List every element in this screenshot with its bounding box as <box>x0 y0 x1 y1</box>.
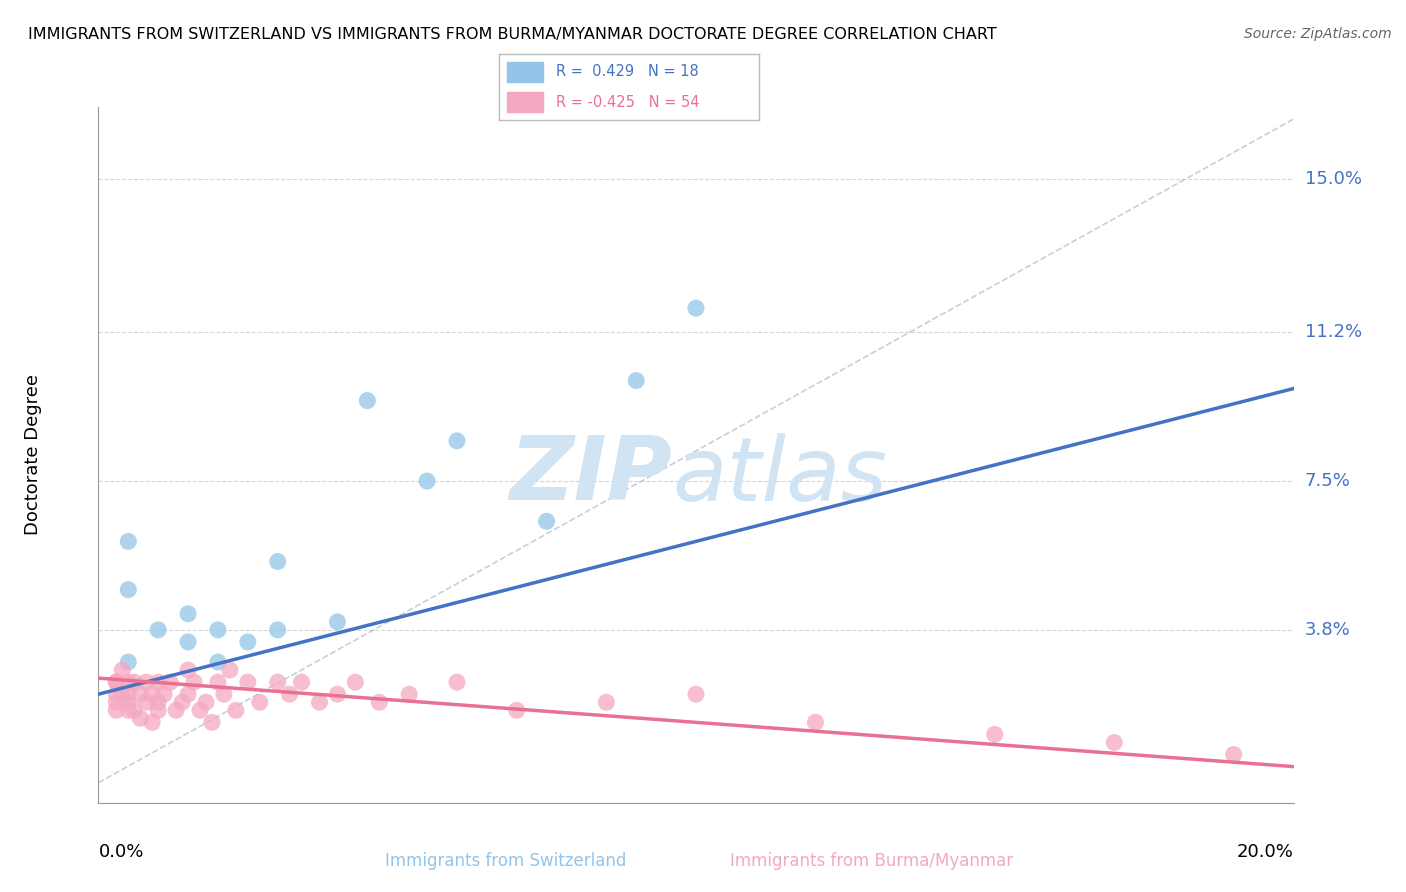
Point <box>129 711 152 725</box>
Point <box>105 687 128 701</box>
Text: IMMIGRANTS FROM SWITZERLAND VS IMMIGRANTS FROM BURMA/MYANMAR DOCTORATE DEGREE CO: IMMIGRANTS FROM SWITZERLAND VS IMMIGRANT… <box>28 27 997 42</box>
Point <box>446 434 468 448</box>
Text: R = -0.425   N = 54: R = -0.425 N = 54 <box>557 95 700 110</box>
Point <box>326 615 349 629</box>
Text: Immigrants from Burma/Myanmar: Immigrants from Burma/Myanmar <box>730 852 1014 870</box>
Point <box>135 695 157 709</box>
Point <box>117 703 139 717</box>
Point <box>148 695 170 709</box>
Point <box>194 695 218 709</box>
Point <box>236 675 259 690</box>
Text: 20.0%: 20.0% <box>1237 843 1294 861</box>
Point <box>1223 747 1246 762</box>
Point <box>308 695 330 709</box>
Point <box>177 607 200 621</box>
Point <box>177 663 200 677</box>
Text: 15.0%: 15.0% <box>1305 170 1361 188</box>
Point <box>685 301 707 315</box>
Point <box>207 623 229 637</box>
Point <box>111 663 134 677</box>
Point <box>135 675 157 690</box>
Point <box>506 703 529 717</box>
Text: 0.0%: 0.0% <box>98 843 143 861</box>
Point <box>111 687 134 701</box>
Point <box>983 727 1005 741</box>
Point <box>148 675 170 690</box>
Point <box>177 635 200 649</box>
Point <box>278 687 301 701</box>
Point <box>207 655 229 669</box>
Point <box>117 675 139 690</box>
Text: atlas: atlas <box>672 433 887 519</box>
Point <box>165 703 187 717</box>
Text: ZIP: ZIP <box>509 433 672 519</box>
Point <box>249 695 271 709</box>
Point <box>344 675 367 690</box>
Point <box>117 695 139 709</box>
Point <box>105 675 128 690</box>
Point <box>201 715 224 730</box>
Point <box>117 655 139 669</box>
Point <box>172 695 194 709</box>
Bar <box>508 93 543 112</box>
Point <box>188 703 211 717</box>
Point <box>177 687 200 701</box>
Point <box>117 687 139 701</box>
Point <box>1104 735 1126 749</box>
Point <box>124 703 146 717</box>
Point <box>148 623 170 637</box>
Bar <box>508 62 543 82</box>
Point <box>536 514 558 528</box>
Point <box>236 635 259 649</box>
Point <box>290 675 312 690</box>
Point <box>225 703 247 717</box>
Point <box>105 675 128 690</box>
Point <box>159 675 181 690</box>
Point <box>105 703 128 717</box>
Point <box>148 703 170 717</box>
Text: Doctorate Degree: Doctorate Degree <box>24 375 42 535</box>
Point <box>117 534 139 549</box>
Text: Source: ZipAtlas.com: Source: ZipAtlas.com <box>1244 27 1392 41</box>
Point <box>207 675 229 690</box>
Text: R =  0.429   N = 18: R = 0.429 N = 18 <box>557 64 699 79</box>
Point <box>398 687 420 701</box>
Point <box>326 687 349 701</box>
Point <box>267 623 290 637</box>
Point <box>685 687 707 701</box>
Point <box>416 474 439 488</box>
Point <box>212 687 235 701</box>
Point <box>267 554 290 568</box>
Text: 11.2%: 11.2% <box>1305 323 1362 342</box>
Point <box>117 582 139 597</box>
Point <box>105 695 128 709</box>
Point <box>446 675 468 690</box>
Point <box>368 695 391 709</box>
Point <box>141 715 163 730</box>
Point <box>804 715 827 730</box>
Point <box>595 695 617 709</box>
Point <box>356 393 378 408</box>
Text: 3.8%: 3.8% <box>1305 621 1350 639</box>
Point <box>219 663 242 677</box>
Point <box>267 675 290 690</box>
Text: 7.5%: 7.5% <box>1305 472 1351 490</box>
Point <box>183 675 205 690</box>
Point <box>129 687 152 701</box>
Point <box>141 687 163 701</box>
Point <box>624 374 647 388</box>
Text: Immigrants from Switzerland: Immigrants from Switzerland <box>385 852 627 870</box>
Point <box>153 687 176 701</box>
Point <box>124 675 146 690</box>
